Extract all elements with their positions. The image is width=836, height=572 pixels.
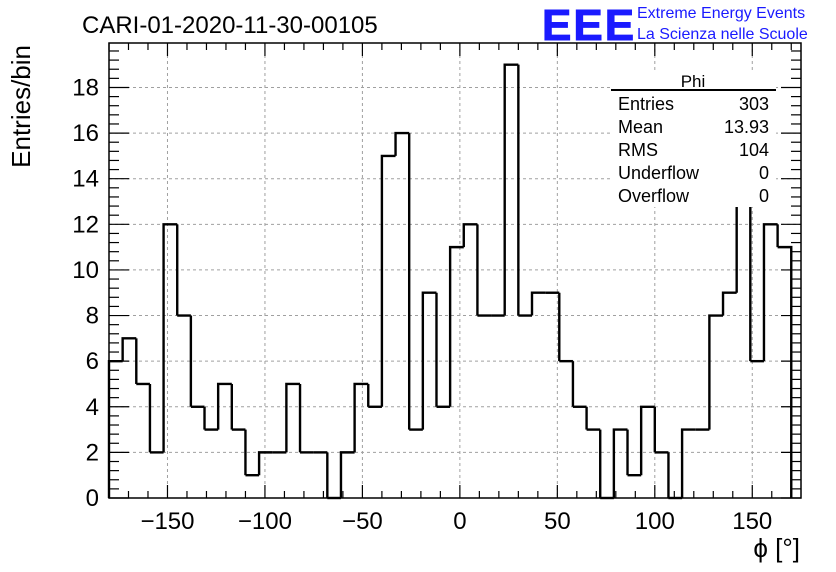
- histogram-bin: [257, 451, 273, 476]
- histogram-bin: [394, 131, 410, 156]
- histogram-bin: [380, 154, 396, 407]
- y-tick-label: 18: [72, 74, 99, 101]
- stats-row-value: 13.93: [724, 117, 769, 137]
- histogram-bin: [285, 382, 301, 453]
- histogram-bin: [721, 291, 737, 316]
- stats-row-value: 303: [739, 94, 769, 114]
- stats-rows: Entries 303 Mean 13.93 RMS 104 Underflow 0 Overf…: [618, 94, 769, 206]
- stats-row-value: 0: [759, 163, 769, 183]
- y-tick-label: 0: [86, 485, 99, 512]
- stats-row-label: RMS: [618, 140, 658, 160]
- x-tick-label: 150: [732, 508, 772, 535]
- x-tick-label: −50: [342, 508, 383, 535]
- histogram-bin: [107, 359, 123, 498]
- y-tick-label: 8: [86, 303, 99, 330]
- x-tick-label: 100: [635, 508, 675, 535]
- histogram-bin: [503, 63, 519, 316]
- stats-row-label: Entries: [618, 94, 674, 114]
- histogram-bin: [121, 337, 137, 362]
- stats-title: Phi: [681, 72, 706, 91]
- histogram-bin: [708, 314, 724, 430]
- histogram-bin: [530, 291, 546, 316]
- histogram-bin: [216, 382, 232, 430]
- histogram-bin: [339, 451, 355, 498]
- x-tick-label: −100: [238, 508, 292, 535]
- y-axis-title: Entries/bin: [6, 45, 36, 168]
- histogram-bin: [639, 405, 655, 476]
- histogram-bin: [462, 223, 478, 248]
- histogram-bin: [162, 223, 178, 453]
- y-tick-label: 14: [72, 166, 99, 193]
- stats-row-label: Underflow: [618, 163, 700, 183]
- histogram-bin: [680, 428, 696, 498]
- x-axis-title: ϕ [°]: [753, 533, 800, 563]
- histogram-bin: [353, 382, 369, 453]
- x-tick-label: −150: [140, 508, 194, 535]
- y-tick-label: 4: [86, 394, 99, 421]
- y-tick-label: 2: [86, 439, 99, 466]
- stats-box: Phi Entries 303 Mean 13.93 RMS 104 Underflow 0 O…: [611, 72, 776, 207]
- histogram-bin: [612, 428, 628, 498]
- eee-logo: EEE: [542, 1, 636, 50]
- stats-row-label: Overflow: [618, 186, 690, 206]
- x-tick-label: 50: [544, 508, 571, 535]
- stats-row-value: 0: [759, 186, 769, 206]
- stats-box-background: [611, 72, 776, 207]
- histogram-bin: [777, 245, 793, 498]
- histogram-bin: [448, 245, 464, 407]
- y-axis-ticks: 0 2 4 6 8 10 12 14 16 18: [72, 50, 801, 512]
- stats-row-label: Mean: [618, 117, 663, 137]
- y-tick-label: 6: [86, 348, 99, 375]
- x-axis-ticks: −150 −100 −50 0 50 100 150: [108, 43, 792, 535]
- histogram-bin: [421, 291, 437, 430]
- y-tick-label: 12: [72, 211, 99, 238]
- org-name-line2: La Scienza nelle Scuole: [637, 26, 808, 43]
- stats-row-value: 104: [739, 140, 769, 160]
- run-title: CARI-01-2020-11-30-00105: [82, 12, 378, 39]
- org-name-line1: Extreme Energy Events: [637, 5, 805, 22]
- histogram-bin: [762, 223, 778, 362]
- x-tick-label: 0: [453, 508, 466, 535]
- y-tick-label: 16: [72, 120, 99, 147]
- y-tick-label: 10: [72, 257, 99, 284]
